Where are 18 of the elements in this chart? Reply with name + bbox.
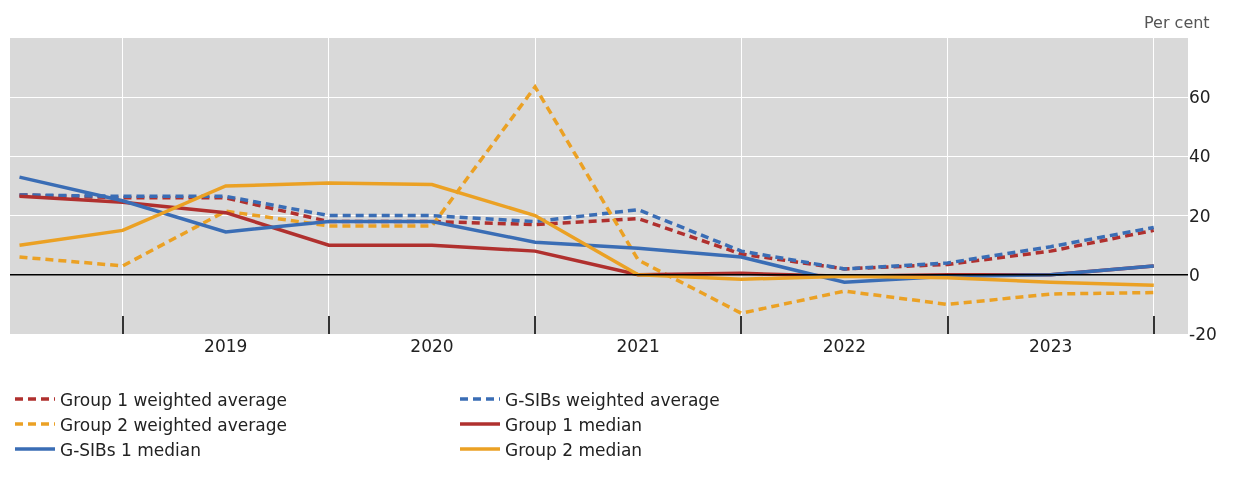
y-tick-label: 60 [1189,87,1211,108]
legend-label: G-SIBs 1 median [60,439,201,460]
x-tick-label: 2019 [204,336,248,356]
legend-label: Group 2 weighted average [60,414,287,435]
y-tick-label: -20 [1189,323,1217,344]
x-tick-label: 2022 [822,336,867,356]
y-tick-label: 40 [1189,146,1211,167]
x-tick-label: 2023 [1029,336,1073,356]
legend-label: Group 1 median [505,414,643,435]
x-tick-label: 2021 [616,336,660,356]
y-tick-label: 0 [1189,264,1200,285]
x-tick-label: 2020 [410,336,454,356]
y-axis-title: Per cent [1144,13,1210,32]
line-series [17,85,1156,316]
legend-label: Group 2 median [505,439,643,460]
y-tick-label: 20 [1189,205,1211,226]
legend-label: Group 1 weighted average [60,389,287,410]
legend-label: G-SIBs weighted average [505,389,720,410]
